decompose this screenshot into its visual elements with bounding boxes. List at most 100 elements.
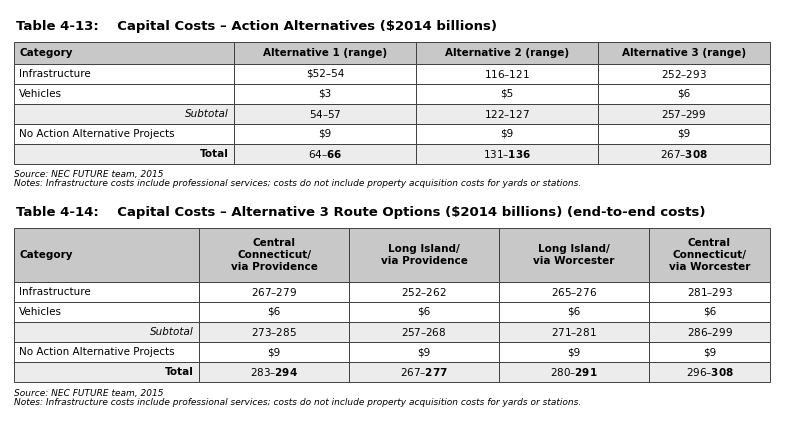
Text: Subtotal: Subtotal: [150, 327, 194, 337]
Bar: [14, 302, 199, 322]
Bar: [199, 322, 349, 342]
Text: Source: NEC FUTURE team, 2015: Source: NEC FUTURE team, 2015: [14, 388, 163, 397]
Text: Vehicles: Vehicles: [19, 307, 62, 317]
Text: Total: Total: [200, 149, 229, 159]
Text: Table 4-14:    Capital Costs – Alternative 3 Route Options ($2014 billions) (end: Table 4-14: Capital Costs – Alternative …: [16, 206, 706, 219]
Bar: [199, 302, 349, 322]
Bar: [234, 64, 416, 84]
Text: $122–$127: $122–$127: [484, 108, 530, 120]
Bar: [598, 144, 770, 164]
Text: $271–$281: $271–$281: [551, 326, 597, 338]
Text: $52–54: $52–54: [306, 69, 344, 79]
Bar: [234, 124, 416, 144]
Bar: [199, 282, 349, 302]
Text: $5: $5: [500, 89, 514, 99]
Text: Notes: Infrastructure costs include professional services; costs do not include : Notes: Infrastructure costs include prof…: [14, 179, 581, 189]
Bar: [416, 104, 598, 124]
Bar: [416, 84, 598, 104]
Bar: [14, 84, 234, 104]
Bar: [14, 104, 234, 124]
Text: Long Island/
via Worcester: Long Island/ via Worcester: [534, 244, 615, 266]
Bar: [499, 302, 649, 322]
Text: $257–$299: $257–$299: [661, 108, 707, 120]
Bar: [416, 42, 598, 64]
Text: No Action Alternative Projects: No Action Alternative Projects: [19, 129, 174, 139]
Bar: [349, 228, 499, 282]
Bar: [349, 322, 499, 342]
Bar: [234, 42, 416, 64]
Bar: [199, 228, 349, 282]
Bar: [598, 84, 770, 104]
Bar: [14, 362, 199, 382]
Bar: [234, 84, 416, 104]
Bar: [649, 228, 770, 282]
Bar: [349, 282, 499, 302]
Text: $252–$262: $252–$262: [401, 286, 447, 298]
Text: $257–$268: $257–$268: [401, 326, 446, 338]
Bar: [14, 322, 199, 342]
Text: $267–$277: $267–$277: [400, 366, 448, 378]
Text: Source: NEC FUTURE team, 2015: Source: NEC FUTURE team, 2015: [14, 170, 163, 179]
Text: $9: $9: [567, 347, 580, 357]
Text: Alternative 3 (range): Alternative 3 (range): [622, 48, 746, 58]
Text: $252–$293: $252–$293: [661, 68, 707, 80]
Bar: [598, 124, 770, 144]
Text: $283–$294: $283–$294: [250, 366, 298, 378]
Text: Infrastructure: Infrastructure: [19, 69, 90, 79]
Text: Infrastructure: Infrastructure: [19, 287, 90, 297]
Bar: [499, 342, 649, 362]
Text: Alternative 2 (range): Alternative 2 (range): [445, 48, 569, 58]
Bar: [649, 342, 770, 362]
Text: $296–$308: $296–$308: [685, 366, 734, 378]
Text: $116–$121: $116–$121: [484, 68, 530, 80]
Bar: [14, 228, 199, 282]
Bar: [499, 282, 649, 302]
Text: $9: $9: [417, 347, 431, 357]
Bar: [349, 362, 499, 382]
Text: $9: $9: [703, 347, 716, 357]
Bar: [199, 342, 349, 362]
Text: $9: $9: [677, 129, 691, 139]
Text: $273–$285: $273–$285: [251, 326, 297, 338]
Text: $6: $6: [567, 307, 580, 317]
Bar: [199, 362, 349, 382]
Text: $267–$279: $267–$279: [251, 286, 297, 298]
Text: Category: Category: [19, 250, 72, 260]
Text: $267–$308: $267–$308: [660, 148, 708, 160]
Bar: [649, 322, 770, 342]
Bar: [14, 64, 234, 84]
Text: $286–$299: $286–$299: [687, 326, 733, 338]
Text: Category: Category: [19, 48, 72, 58]
Text: Long Island/
via Providence: Long Island/ via Providence: [381, 244, 467, 266]
Bar: [14, 124, 234, 144]
Text: $54–$57: $54–$57: [309, 108, 341, 120]
Text: $64–$66: $64–$66: [308, 148, 342, 160]
Text: Subtotal: Subtotal: [186, 109, 229, 119]
Text: $281–$293: $281–$293: [687, 286, 733, 298]
Bar: [598, 42, 770, 64]
Bar: [598, 104, 770, 124]
Text: Table 4-13:    Capital Costs – Action Alternatives ($2014 billions): Table 4-13: Capital Costs – Action Alter…: [16, 20, 497, 33]
Bar: [234, 104, 416, 124]
Text: $6: $6: [417, 307, 431, 317]
Bar: [234, 144, 416, 164]
Bar: [649, 362, 770, 382]
Bar: [349, 302, 499, 322]
Text: Central
Connecticut/
via Worcester: Central Connecticut/ via Worcester: [668, 238, 750, 273]
Text: Alternative 1 (range): Alternative 1 (range): [263, 48, 387, 58]
Text: $9: $9: [267, 347, 281, 357]
Text: $280–$291: $280–$291: [550, 366, 598, 378]
Text: Vehicles: Vehicles: [19, 89, 62, 99]
Text: Notes: Infrastructure costs include professional services; costs do not include : Notes: Infrastructure costs include prof…: [14, 397, 581, 407]
Bar: [649, 282, 770, 302]
Text: $9: $9: [500, 129, 514, 139]
Bar: [14, 342, 199, 362]
Bar: [14, 42, 234, 64]
Bar: [416, 64, 598, 84]
Bar: [649, 302, 770, 322]
Text: $6: $6: [703, 307, 716, 317]
Bar: [349, 342, 499, 362]
Text: $131–$136: $131–$136: [483, 148, 531, 160]
Bar: [416, 124, 598, 144]
Bar: [14, 144, 234, 164]
